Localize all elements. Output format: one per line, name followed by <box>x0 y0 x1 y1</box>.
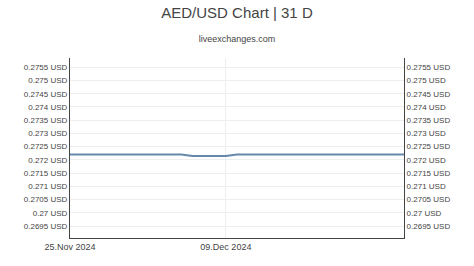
svg-text:0.274 USD: 0.274 USD <box>407 103 446 112</box>
svg-text:0.2745 USD: 0.2745 USD <box>24 90 68 99</box>
svg-text:0.271 USD: 0.271 USD <box>407 182 446 191</box>
svg-text:0.2715 USD: 0.2715 USD <box>407 169 451 178</box>
svg-text:liveexchanges.com: liveexchanges.com <box>199 34 276 44</box>
svg-text:0.272 USD: 0.272 USD <box>28 156 67 165</box>
svg-text:0.272 USD: 0.272 USD <box>407 156 446 165</box>
svg-text:0.2705 USD: 0.2705 USD <box>407 195 451 204</box>
svg-text:0.2695 USD: 0.2695 USD <box>407 222 451 231</box>
svg-text:0.273 USD: 0.273 USD <box>28 129 67 138</box>
svg-text:0.2735 USD: 0.2735 USD <box>407 116 451 125</box>
svg-text:0.2755 USD: 0.2755 USD <box>407 63 451 72</box>
svg-text:0.271 USD: 0.271 USD <box>28 182 67 191</box>
svg-text:0.2705 USD: 0.2705 USD <box>24 195 68 204</box>
svg-text:09.Dec 2024: 09.Dec 2024 <box>200 242 251 252</box>
svg-text:0.2715 USD: 0.2715 USD <box>24 169 68 178</box>
svg-text:0.2725 USD: 0.2725 USD <box>24 142 68 151</box>
svg-text:0.2745 USD: 0.2745 USD <box>407 90 451 99</box>
svg-text:0.273 USD: 0.273 USD <box>407 129 446 138</box>
svg-text:0.275 USD: 0.275 USD <box>28 76 67 85</box>
svg-text:AED/USD Chart | 31 D: AED/USD Chart | 31 D <box>161 4 313 21</box>
svg-text:0.27 USD: 0.27 USD <box>33 209 68 218</box>
svg-text:0.2725 USD: 0.2725 USD <box>407 142 451 151</box>
svg-text:0.27 USD: 0.27 USD <box>407 209 442 218</box>
svg-text:0.274 USD: 0.274 USD <box>28 103 67 112</box>
svg-text:0.275 USD: 0.275 USD <box>407 76 446 85</box>
svg-text:0.2695 USD: 0.2695 USD <box>24 222 68 231</box>
svg-text:0.2755 USD: 0.2755 USD <box>24 63 68 72</box>
svg-text:25.Nov 2024: 25.Nov 2024 <box>44 242 95 252</box>
svg-text:0.2735 USD: 0.2735 USD <box>24 116 68 125</box>
